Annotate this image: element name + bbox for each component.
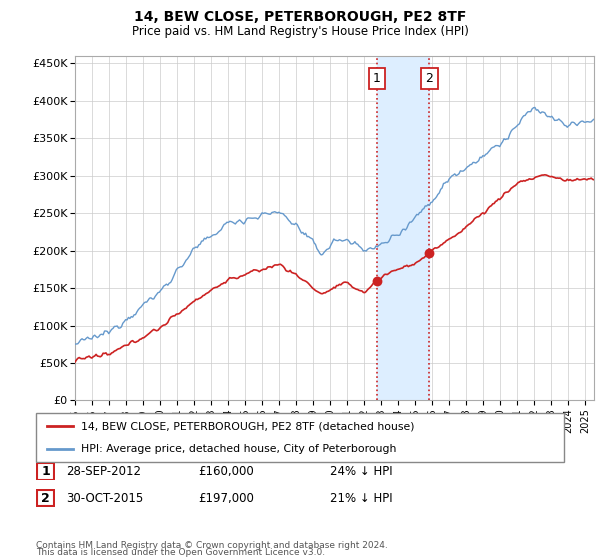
Text: 14, BEW CLOSE, PETERBOROUGH, PE2 8TF: 14, BEW CLOSE, PETERBOROUGH, PE2 8TF	[134, 10, 466, 24]
Text: 28-SEP-2012: 28-SEP-2012	[66, 465, 141, 478]
Text: 30-OCT-2015: 30-OCT-2015	[66, 492, 143, 505]
Text: HPI: Average price, detached house, City of Peterborough: HPI: Average price, detached house, City…	[81, 444, 396, 454]
Text: 1: 1	[41, 465, 50, 478]
Text: £160,000: £160,000	[198, 465, 254, 478]
Text: 2: 2	[41, 492, 50, 505]
Text: £197,000: £197,000	[198, 492, 254, 505]
Text: Contains HM Land Registry data © Crown copyright and database right 2024.: Contains HM Land Registry data © Crown c…	[36, 541, 388, 550]
Point	[372, 276, 382, 285]
Text: 21% ↓ HPI: 21% ↓ HPI	[330, 492, 392, 505]
Point	[425, 249, 434, 258]
Text: 2: 2	[425, 72, 433, 85]
Text: 1: 1	[373, 72, 381, 85]
Bar	[377, 56, 430, 400]
Text: This data is licensed under the Open Government Licence v3.0.: This data is licensed under the Open Gov…	[36, 548, 325, 557]
Text: 14, BEW CLOSE, PETERBOROUGH, PE2 8TF (detached house): 14, BEW CLOSE, PETERBOROUGH, PE2 8TF (de…	[81, 421, 415, 431]
Text: 24% ↓ HPI: 24% ↓ HPI	[330, 465, 392, 478]
Text: Price paid vs. HM Land Registry's House Price Index (HPI): Price paid vs. HM Land Registry's House …	[131, 25, 469, 38]
